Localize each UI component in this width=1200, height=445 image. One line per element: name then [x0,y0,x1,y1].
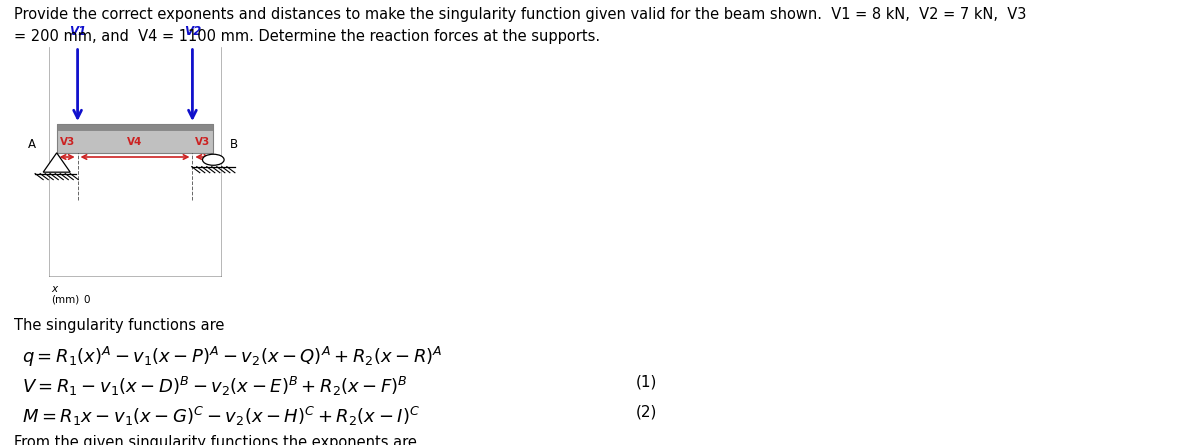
Text: (1): (1) [636,375,658,390]
Text: From the given singularity functions the exponents are: From the given singularity functions the… [14,435,418,445]
Text: 0: 0 [84,295,90,305]
Bar [56,124,214,153]
Text: V3: V3 [60,138,74,147]
Text: A: A [28,138,36,151]
Polygon shape [43,153,70,172]
Text: The singularity functions are: The singularity functions are [14,318,224,333]
Text: $M = R_1 x - v_1(x - G)^C - v_2(x - H)^C + R_2(x - I)^C$: $M = R_1 x - v_1(x - G)^C - v_2(x - H)^C… [22,405,420,428]
Text: V2: V2 [184,25,202,38]
Text: x: x [52,284,58,294]
Text: V4: V4 [127,138,143,147]
Bar [56,124,214,130]
Text: B: B [229,138,238,151]
Text: $q = R_1(x)^A - v_1(x - P)^A - v_2(x - Q)^A + R_2(x - R)^A$: $q = R_1(x)^A - v_1(x - P)^A - v_2(x - Q… [22,345,443,369]
Text: Provide the correct exponents and distances to make the singularity function giv: Provide the correct exponents and distan… [14,7,1027,22]
Text: V3: V3 [196,138,210,147]
Text: V1: V1 [68,25,86,38]
Text: = 200 mm, and  V4 = 1100 mm. Determine the reaction forces at the supports.: = 200 mm, and V4 = 1100 mm. Determine th… [14,29,600,44]
Text: (2): (2) [636,405,658,420]
Text: (mm): (mm) [52,295,79,305]
Text: $V = R_1 - v_1(x - D)^B - v_2(x - E)^B + R_2(x - F)^B$: $V = R_1 - v_1(x - D)^B - v_2(x - E)^B +… [22,375,407,398]
Circle shape [203,154,224,165]
